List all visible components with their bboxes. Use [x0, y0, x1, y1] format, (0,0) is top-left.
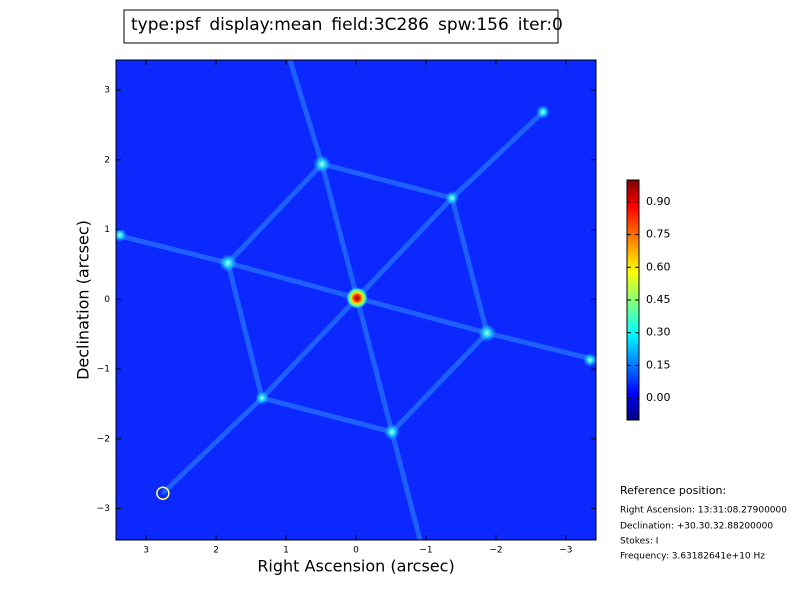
colorbar-tick-label: 0.75 [646, 228, 671, 241]
info-line: Frequency: 3.63182641e+10 Hz [620, 552, 765, 562]
x-tick-label: −1 [419, 546, 432, 556]
title-box [123, 9, 559, 44]
y-tick-label: −2 [97, 434, 110, 444]
y-tick-label: 0 [104, 295, 110, 305]
title-part: display:mean [209, 15, 322, 35]
title-part: spw:156 [438, 15, 509, 35]
y-tick-label: 3 [104, 86, 110, 96]
y-tick-label: 1 [104, 225, 110, 235]
info-line: Right Ascension: 13:31:08.27900000 [620, 506, 787, 516]
x-tick-label: −2 [489, 546, 502, 556]
colorbar-tick-label: 0.60 [646, 260, 671, 273]
psf-image [116, 60, 596, 540]
y-axis-label: Declination (arcsec) [74, 220, 93, 380]
x-tick-label: −3 [559, 546, 572, 556]
y-tick-label: 2 [104, 155, 110, 165]
x-tick-label: 3 [143, 546, 149, 556]
colorbar-tick-label: 0.90 [646, 195, 671, 208]
colorbar-tick-label: 0.45 [646, 293, 671, 306]
x-tick-label: 0 [353, 546, 359, 556]
colorbar-tick-label: 0.30 [646, 326, 671, 339]
info-line: Declination: +30.30.32.88200000 [620, 522, 773, 532]
info-line: Reference position: [620, 484, 726, 497]
colorbar-tick-label: 0.00 [646, 391, 671, 404]
x-tick-label: 1 [283, 546, 289, 556]
psf-sidelobes [116, 105, 596, 440]
y-tick-label: −3 [97, 504, 110, 514]
y-tick-label: −1 [97, 365, 110, 375]
title-part: field:3C286 [331, 15, 429, 35]
title-part: type:psf [131, 15, 201, 35]
title-part: iter:0 [518, 15, 563, 35]
title: type:psf display:mean field:3C286 spw:156 it… [131, 15, 563, 35]
colorbar-tick-label: 0.15 [646, 358, 671, 371]
x-axis-label: Right Ascension (arcsec) [257, 557, 454, 576]
info-line: Stokes: I [620, 537, 658, 547]
position-marker [156, 486, 170, 501]
x-tick-label: 2 [213, 546, 219, 556]
